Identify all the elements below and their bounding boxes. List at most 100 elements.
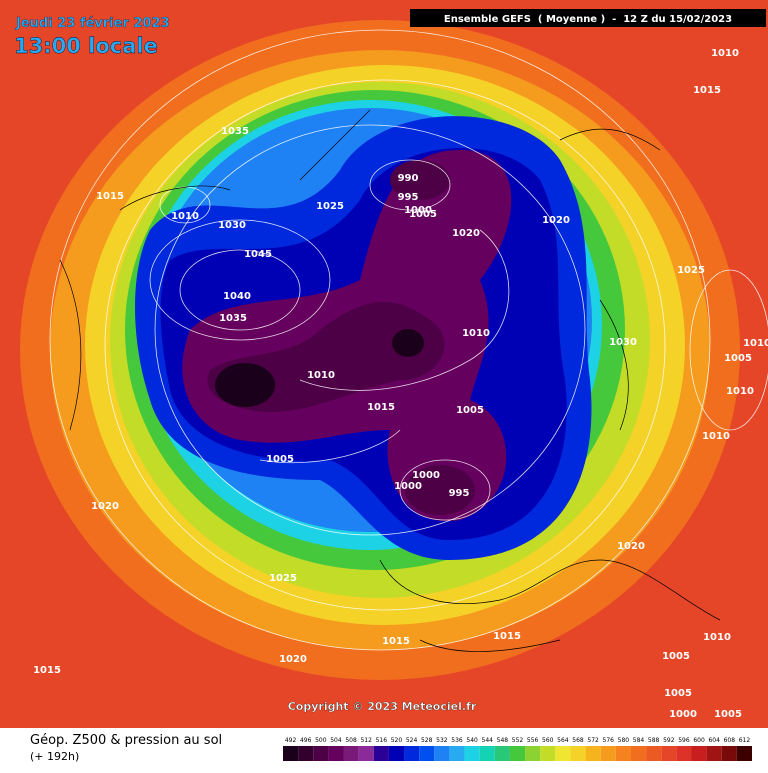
pressure-label: 1025 [316, 201, 344, 212]
pressure-label: 1000 [669, 709, 697, 720]
legend-label: 540 [466, 737, 478, 744]
model-info: Ensemble GEFS ( Moyenne ) - 12 Z du 15/0… [444, 14, 732, 25]
legend-swatch [479, 746, 495, 761]
legend-label: 576 [603, 737, 615, 744]
pressure-label: 1010 [171, 211, 199, 222]
legend-swatch [555, 746, 571, 761]
pressure-label: 1015 [96, 191, 124, 202]
legend-label: 588 [648, 737, 660, 744]
legend-label: 524 [406, 737, 418, 744]
pressure-label: 1040 [223, 291, 251, 302]
z500-field [0, 0, 768, 728]
pressure-label: 1020 [279, 654, 307, 665]
legend-swatch [464, 746, 480, 761]
legend-swatch [494, 746, 510, 761]
caption-lead: (+ 192h) [30, 750, 79, 763]
legend-label: 572 [587, 737, 599, 744]
legend-swatch [691, 746, 707, 761]
legend-swatch [358, 746, 374, 761]
legend-label: 532 [436, 737, 448, 744]
legend-label: 520 [391, 737, 403, 744]
isobars [49, 29, 768, 651]
coastlines [59, 109, 721, 652]
legend-swatch [646, 746, 662, 761]
legend-swatch [509, 746, 526, 761]
legend-label: 536 [451, 737, 463, 744]
pressure-label: 1015 [382, 636, 410, 647]
pressure-label: 1010 [743, 338, 768, 349]
forecast-time: 13:00 locale [14, 34, 158, 58]
legend-swatch [615, 746, 631, 761]
pressure-label: 1000 [412, 470, 440, 481]
pressure-label: 1045 [244, 249, 272, 260]
legend-swatch [313, 746, 329, 761]
legend-label: 596 [678, 737, 690, 744]
legend-swatch [328, 746, 344, 761]
legend-swatch [721, 746, 737, 761]
legend-label: 508 [345, 737, 357, 744]
legend-label: 516 [376, 737, 388, 744]
legend-swatch [404, 746, 420, 761]
pressure-label: 995 [398, 192, 419, 203]
legend-swatch [388, 746, 405, 761]
legend-swatch [676, 746, 692, 761]
forecast-date: Jeudi 23 février 2023 [15, 16, 170, 31]
pressure-label: 1030 [218, 220, 246, 231]
pressure-label: 1015 [367, 402, 395, 413]
legend-swatch [600, 746, 616, 761]
pressure-label: 990 [398, 173, 419, 184]
legend-swatch [434, 746, 450, 761]
pressure-label: 1005 [664, 688, 692, 699]
legend-label: 496 [300, 737, 312, 744]
legend-label: 580 [618, 737, 630, 744]
pressure-label: 1020 [91, 501, 119, 512]
pressure-label: 1010 [307, 370, 335, 381]
pressure-label: 1015 [693, 85, 721, 96]
legend-swatch [570, 746, 586, 761]
legend-swatch [343, 746, 359, 761]
legend-label: 492 [285, 737, 297, 744]
pressure-label: 1000 [404, 205, 432, 216]
legend-label: 556 [527, 737, 539, 744]
pressure-label: 1005 [409, 209, 437, 220]
pressure-label: 1035 [219, 313, 247, 324]
pressure-label: 1010 [702, 431, 730, 442]
legend-label: 608 [724, 737, 736, 744]
legend-label: 504 [330, 737, 342, 744]
pressure-label: 1010 [726, 386, 754, 397]
legend-swatch [373, 746, 389, 761]
legend-swatch [283, 746, 299, 761]
pressure-label: 1010 [703, 632, 731, 643]
model-banner [410, 9, 766, 27]
pressure-label: 1035 [221, 126, 249, 137]
pressure-label: 1005 [266, 454, 294, 465]
color-legend: 492 496 500 504 508 512 516 520 524 528 532 536 540 5… [283, 737, 752, 761]
legend-label: 568 [572, 737, 584, 744]
legend-label: 564 [557, 737, 569, 744]
legend-swatch [661, 746, 677, 761]
legend-swatch [449, 746, 465, 761]
legend-label: 544 [482, 737, 494, 744]
pressure-label: 1025 [269, 573, 297, 584]
pressure-label: 1010 [462, 328, 490, 339]
legend-swatch [706, 746, 722, 761]
pressure-label: 1020 [617, 541, 645, 552]
legend-swatch [585, 746, 601, 761]
legend-label: 560 [542, 737, 554, 744]
legend-label: 600 [693, 737, 705, 744]
pressure-label: 1005 [456, 405, 484, 416]
pressure-labels: 1035 1015 1010 1030 1025 1045 1040 1035 990 995 10… [33, 48, 768, 720]
pressure-label: 1000 [394, 481, 422, 492]
pressure-label: 1025 [677, 265, 705, 276]
pressure-label: 1015 [33, 665, 61, 676]
pressure-label: 1005 [662, 651, 690, 662]
pressure-label: 1005 [724, 353, 752, 364]
legend-swatch [525, 746, 541, 761]
legend-swatch [540, 746, 556, 761]
legend-label: 552 [512, 737, 524, 744]
pressure-label: 1030 [609, 337, 637, 348]
pressure-label: 995 [449, 488, 470, 499]
legend-label: 604 [708, 737, 720, 744]
copyright: Copyright © 2023 Meteociel.fr [288, 700, 477, 713]
